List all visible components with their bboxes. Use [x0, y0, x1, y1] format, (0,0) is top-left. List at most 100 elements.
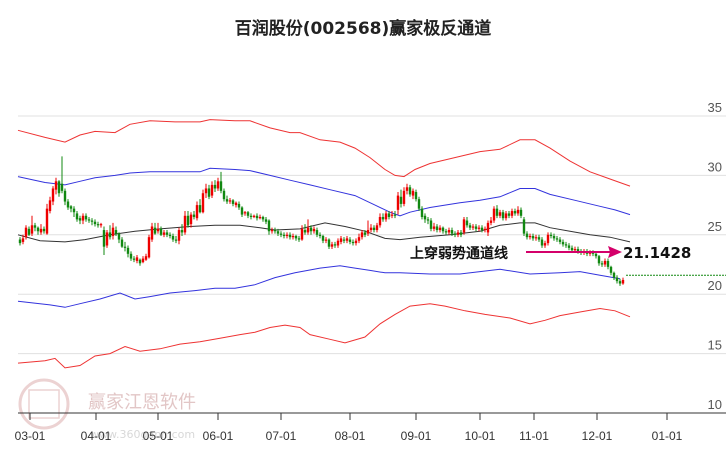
candle-up — [45, 208, 49, 234]
candle-up — [339, 238, 343, 242]
candle-down — [549, 234, 553, 236]
candle-down — [309, 227, 313, 232]
candle-down — [552, 235, 556, 239]
candle-down — [129, 253, 133, 259]
y-tick-label: 10 — [708, 397, 722, 412]
candle-down — [237, 203, 241, 208]
candle-up — [528, 235, 532, 238]
candle-up — [621, 279, 625, 284]
candle-up — [588, 252, 592, 254]
candle-up — [156, 228, 160, 232]
candle-down — [132, 258, 136, 260]
candle-down — [264, 219, 268, 222]
candle-down — [321, 235, 325, 241]
candle-down — [69, 206, 73, 209]
candle-up — [201, 193, 205, 213]
candle-down — [468, 225, 472, 228]
candle-down — [363, 232, 367, 235]
candle-down — [123, 246, 127, 248]
candle-down — [597, 256, 601, 264]
candle-down — [84, 215, 88, 220]
candle-up — [405, 187, 409, 191]
candle-up — [396, 195, 400, 210]
candle-down — [444, 231, 448, 233]
candle-down — [165, 232, 169, 235]
candle-down — [57, 181, 61, 194]
candle-up — [324, 239, 328, 241]
candle-down — [561, 241, 565, 245]
candle-down — [315, 230, 319, 235]
candle-down — [90, 220, 94, 222]
candle-down — [120, 239, 124, 247]
candle-down — [138, 259, 142, 264]
candle-down — [42, 228, 46, 232]
candle-up — [375, 225, 379, 231]
y-tick-label: 15 — [708, 338, 722, 353]
candle-down — [231, 200, 235, 204]
candle-down — [480, 227, 484, 231]
candle-down — [240, 207, 244, 215]
candle-up — [357, 237, 361, 241]
candle-up — [210, 184, 214, 196]
candle-down — [609, 266, 613, 273]
candle-up — [39, 228, 43, 233]
candle-down — [513, 211, 517, 214]
candle-up — [516, 209, 520, 214]
candle-down — [501, 212, 505, 219]
candle-down — [348, 239, 352, 242]
candle-down — [75, 213, 79, 220]
x-tick-label: 03-01 — [15, 429, 46, 443]
candle-up — [243, 212, 247, 214]
candle-up — [204, 188, 208, 194]
candle-up — [486, 222, 490, 233]
candle-up — [147, 237, 151, 258]
candle-up — [432, 226, 436, 229]
candle-down — [519, 209, 523, 216]
candle-up — [390, 214, 394, 216]
signal-value: 21.1428 — [623, 244, 691, 262]
candle-down — [303, 230, 307, 233]
candle-down — [333, 244, 337, 246]
candle-up — [384, 213, 388, 220]
candle-down — [276, 231, 280, 234]
channel-bands — [17, 119, 631, 369]
x-tick-label: 06-01 — [203, 429, 234, 443]
candle-down — [414, 192, 418, 200]
x-tick-label: 04-01 — [81, 429, 112, 443]
arrow-head-icon — [608, 246, 622, 258]
candle-down — [186, 215, 190, 226]
candle-down — [255, 215, 259, 219]
candle-up — [312, 228, 316, 232]
candle-down — [555, 238, 559, 240]
gridlines: 10 15 20 25 30 35 — [18, 100, 726, 412]
candle-down — [294, 235, 298, 239]
candle-down — [126, 247, 130, 254]
candle-down — [387, 213, 391, 217]
candle-up — [330, 244, 334, 247]
watermark: 赢家江恩软件 www.360gann.com — [18, 378, 196, 441]
candle-down — [474, 226, 478, 229]
candle-up — [510, 211, 514, 216]
signal-label: 上穿弱势通道线 — [410, 245, 508, 262]
candle-down — [318, 234, 322, 236]
candle-down — [171, 235, 175, 240]
candle-up — [483, 228, 487, 231]
candle-down — [219, 181, 223, 191]
x-tick-label: 08-01 — [335, 429, 366, 443]
candle-up — [366, 230, 370, 234]
candle-down — [450, 230, 454, 234]
candle-down — [225, 199, 229, 202]
x-tick-label: 07-01 — [266, 429, 297, 443]
candle-down — [63, 190, 67, 202]
candle-down — [192, 214, 196, 217]
candle-down — [429, 220, 433, 229]
candle-up — [477, 227, 481, 229]
candle-up — [30, 225, 34, 234]
candle-up — [291, 235, 295, 238]
candle-down — [213, 184, 217, 189]
candle-up — [258, 216, 262, 219]
candle-up — [285, 234, 289, 236]
candle-up — [336, 240, 340, 246]
candle-down — [180, 230, 184, 233]
candle-down — [249, 215, 253, 217]
